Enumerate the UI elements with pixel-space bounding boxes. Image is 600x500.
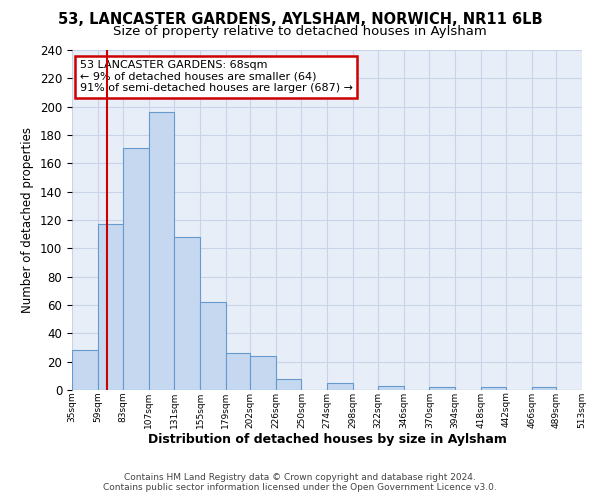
Bar — [378, 386, 404, 390]
Bar — [327, 383, 353, 390]
Y-axis label: Number of detached properties: Number of detached properties — [22, 127, 34, 313]
Bar — [98, 224, 123, 390]
Bar — [175, 237, 200, 390]
Bar — [481, 387, 506, 390]
Bar — [200, 302, 226, 390]
Bar — [250, 356, 276, 390]
Text: Contains HM Land Registry data © Crown copyright and database right 2024.
Contai: Contains HM Land Registry data © Crown c… — [103, 473, 497, 492]
Bar — [430, 387, 455, 390]
Bar — [149, 112, 175, 390]
X-axis label: Distribution of detached houses by size in Aylsham: Distribution of detached houses by size … — [148, 434, 506, 446]
Text: Size of property relative to detached houses in Aylsham: Size of property relative to detached ho… — [113, 25, 487, 38]
Bar — [123, 148, 149, 390]
Bar — [276, 378, 301, 390]
Bar — [532, 387, 556, 390]
Text: 53 LANCASTER GARDENS: 68sqm
← 9% of detached houses are smaller (64)
91% of semi: 53 LANCASTER GARDENS: 68sqm ← 9% of deta… — [80, 60, 353, 94]
Bar — [226, 353, 250, 390]
Text: 53, LANCASTER GARDENS, AYLSHAM, NORWICH, NR11 6LB: 53, LANCASTER GARDENS, AYLSHAM, NORWICH,… — [58, 12, 542, 28]
Bar — [72, 350, 98, 390]
